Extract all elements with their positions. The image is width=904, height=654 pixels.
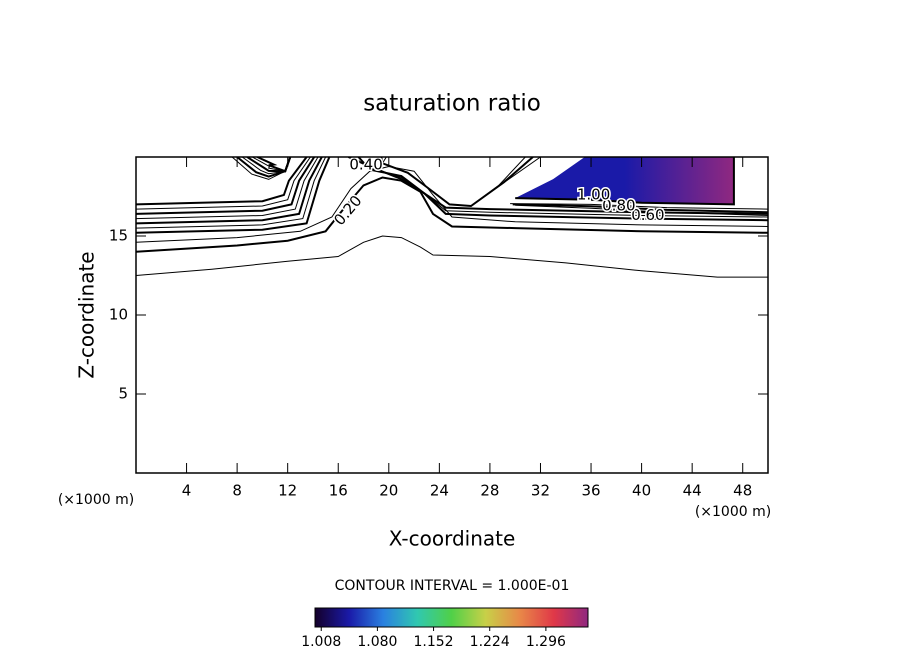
contour-line: [136, 157, 327, 229]
contour-line: [256, 157, 292, 173]
contour-label: 0.40: [349, 155, 382, 173]
x-tick-label: 12: [278, 482, 297, 500]
x-tick-label: 40: [632, 482, 651, 500]
x-tick-label: 20: [379, 482, 398, 500]
colorbar-tick-label: 1.152: [414, 634, 454, 650]
x-unit-label: (×1000 m): [695, 504, 771, 520]
contour-line: [136, 157, 331, 234]
x-axis-label: X-coordinate: [389, 527, 516, 551]
y-axis-label: Z-coordinate: [75, 251, 99, 378]
contour-line: [375, 157, 526, 207]
x-tick-label: 24: [430, 482, 449, 500]
x-tick-label: 28: [480, 482, 499, 500]
contour-line: [510, 203, 768, 210]
colorbar-tick-label: 1.224: [470, 634, 510, 650]
contour-label: 0.80: [602, 196, 635, 214]
contour-line: [515, 204, 768, 216]
colorbar-tick-label: 1.296: [526, 634, 566, 650]
contour-label: 1.00: [577, 185, 610, 203]
y-tick-label: 10: [109, 306, 128, 324]
x-unit-label: (×1000 m): [58, 492, 134, 508]
contour-line: [136, 235, 768, 278]
y-tick-label: 15: [109, 227, 128, 245]
x-tick-label: 36: [581, 482, 600, 500]
contour-line: [347, 157, 768, 222]
contour-line: [136, 157, 316, 215]
x-tick-label: 44: [683, 482, 702, 500]
chart-title: saturation ratio: [363, 91, 541, 117]
colorbar-tick-label: 1.008: [301, 634, 341, 650]
contour-line: [136, 157, 323, 225]
colorbar-tick-label: 1.080: [357, 634, 397, 650]
contour-label: 0.60: [631, 206, 664, 224]
y-tick-label: 5: [118, 385, 128, 403]
x-tick-label: 4: [182, 482, 192, 500]
annotation: CONTOUR INTERVAL = 1.000E-01: [335, 578, 570, 594]
x-tick-label: 8: [232, 482, 242, 500]
x-tick-label: 32: [531, 482, 550, 500]
contour-line: [136, 157, 308, 206]
contour-line: [357, 157, 768, 215]
x-tick-label: 16: [329, 482, 348, 500]
contour-line: [515, 157, 735, 206]
colorbar: [314, 607, 589, 628]
contour-line: [381, 157, 541, 207]
contour-line: [136, 176, 768, 253]
contour-line: [136, 157, 311, 210]
contour-line: [136, 157, 319, 220]
contour-label: 0.20: [330, 192, 365, 229]
x-tick-label: 48: [733, 482, 752, 500]
filled-region: [515, 157, 734, 205]
contour-line: [512, 203, 768, 214]
